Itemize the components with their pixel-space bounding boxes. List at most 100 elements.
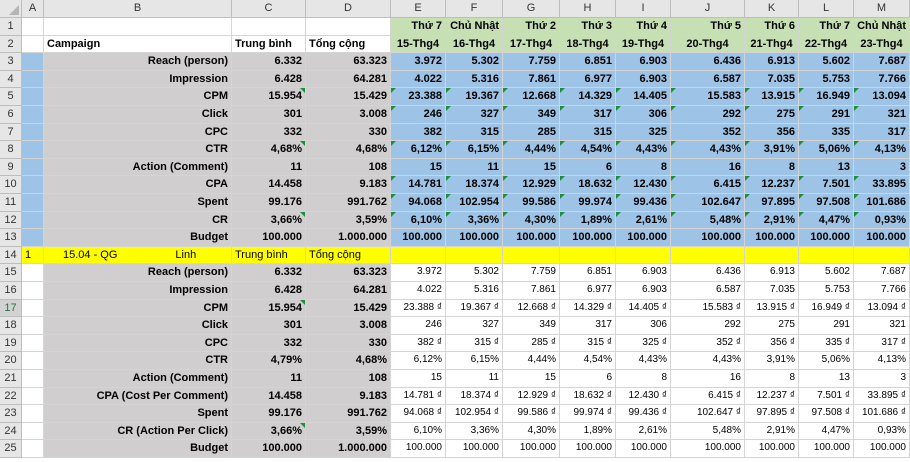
day-value[interactable]: 3 bbox=[854, 158, 910, 177]
day-value[interactable]: 4,43% bbox=[671, 352, 745, 370]
total-value[interactable]: 63.323 bbox=[306, 53, 391, 71]
metric-label[interactable]: Budget bbox=[44, 440, 232, 458]
cell-a20[interactable] bbox=[22, 352, 44, 370]
day-value[interactable]: 0,93% bbox=[854, 422, 910, 441]
day-value[interactable]: 6,15% bbox=[446, 141, 503, 159]
day-value[interactable]: 6.851 bbox=[560, 53, 616, 71]
cell-a13[interactable] bbox=[22, 229, 44, 247]
day-value[interactable]: 3 bbox=[854, 370, 910, 388]
row-header-14[interactable]: 14 bbox=[0, 246, 22, 265]
day-value[interactable]: 16 bbox=[671, 158, 745, 177]
day-value[interactable]: 4,43% bbox=[616, 352, 671, 370]
metric-label[interactable]: CR (Action Per Click) bbox=[44, 422, 232, 441]
day-value[interactable]: 382 ₫ bbox=[391, 334, 446, 353]
row-header-17[interactable]: 17 bbox=[0, 299, 22, 318]
cell-a19[interactable] bbox=[22, 334, 44, 353]
day-value[interactable]: 5.602 bbox=[799, 264, 854, 282]
column-header-g[interactable]: G bbox=[503, 0, 560, 18]
total-value[interactable]: 4,68% bbox=[306, 141, 391, 159]
day-value[interactable]: 3.972 bbox=[391, 53, 446, 71]
day-value[interactable]: 12.668 bbox=[503, 88, 560, 106]
day-value[interactable]: 99.586 bbox=[503, 194, 560, 212]
day-value[interactable]: 102.954 bbox=[446, 194, 503, 212]
cell-a16[interactable] bbox=[22, 282, 44, 300]
avg-value[interactable]: 100.000 bbox=[232, 440, 306, 458]
day-value[interactable]: 13 bbox=[799, 158, 854, 177]
day-value[interactable]: 100.000 bbox=[560, 440, 616, 458]
metric-label[interactable]: Action (Comment) bbox=[44, 158, 232, 177]
day-value[interactable]: 6.851 bbox=[560, 264, 616, 282]
day-value[interactable]: 12.929 bbox=[503, 176, 560, 194]
day-value[interactable]: 13.094 bbox=[854, 88, 910, 106]
cell-a14[interactable]: 1 bbox=[22, 246, 44, 265]
day-value[interactable]: 100.000 bbox=[671, 229, 745, 247]
day-value[interactable]: 6 bbox=[560, 158, 616, 177]
day-value[interactable]: 16 bbox=[671, 370, 745, 388]
cell-a17[interactable] bbox=[22, 299, 44, 318]
total-value[interactable]: 64.281 bbox=[306, 282, 391, 300]
day-value[interactable]: 102.647 ₫ bbox=[671, 405, 745, 423]
cell-a25[interactable] bbox=[22, 440, 44, 458]
cell-a18[interactable] bbox=[22, 317, 44, 335]
metric-label[interactable]: CPA (Cost Per Comment) bbox=[44, 387, 232, 406]
yellow-cell[interactable] bbox=[503, 246, 560, 265]
day-value[interactable]: 291 bbox=[799, 317, 854, 335]
day-value[interactable]: 306 bbox=[616, 106, 671, 124]
day-value[interactable]: 306 bbox=[616, 317, 671, 335]
day-value[interactable]: 99.586 ₫ bbox=[503, 405, 560, 423]
day-value[interactable]: 100.000 bbox=[671, 440, 745, 458]
day-value[interactable]: 5.302 bbox=[446, 53, 503, 71]
day-value[interactable]: 7.759 bbox=[503, 53, 560, 71]
day-value[interactable]: 6,10% bbox=[391, 422, 446, 441]
metric-label[interactable]: Impression bbox=[44, 282, 232, 300]
date-header[interactable]: 17-Thg4 bbox=[503, 35, 560, 54]
metric-label[interactable]: CPM bbox=[44, 299, 232, 318]
day-value[interactable]: 285 bbox=[503, 123, 560, 142]
row-header-21[interactable]: 21 bbox=[0, 370, 22, 388]
column-header-l[interactable]: L bbox=[799, 0, 854, 18]
cell-a8[interactable] bbox=[22, 141, 44, 159]
day-value[interactable]: 285 ₫ bbox=[503, 334, 560, 353]
day-value[interactable]: 7.035 bbox=[745, 70, 799, 89]
day-value[interactable]: 6.436 bbox=[671, 53, 745, 71]
column-header-e[interactable]: E bbox=[391, 0, 446, 18]
weekday-header[interactable]: Thứ 7 bbox=[799, 18, 854, 36]
day-value[interactable]: 321 bbox=[854, 317, 910, 335]
row-header-1[interactable]: 1 bbox=[0, 18, 22, 36]
row-header-11[interactable]: 11 bbox=[0, 194, 22, 212]
day-value[interactable]: 14.329 ₫ bbox=[560, 299, 616, 318]
day-value[interactable]: 100.000 bbox=[799, 440, 854, 458]
cell-a7[interactable] bbox=[22, 123, 44, 142]
day-value[interactable]: 356 ₫ bbox=[745, 334, 799, 353]
avg-value[interactable]: 3,66% bbox=[232, 211, 306, 230]
cell-a4[interactable] bbox=[22, 70, 44, 89]
column-header-a[interactable]: A bbox=[22, 0, 44, 18]
avg-header-2[interactable]: Trung bình bbox=[232, 246, 306, 265]
select-all-corner[interactable] bbox=[0, 0, 22, 18]
avg-value[interactable]: 99.176 bbox=[232, 194, 306, 212]
day-value[interactable]: 97.895 ₫ bbox=[745, 405, 799, 423]
day-value[interactable]: 11 bbox=[446, 370, 503, 388]
metric-label[interactable]: Impression bbox=[44, 70, 232, 89]
day-value[interactable]: 13.915 bbox=[745, 88, 799, 106]
day-value[interactable]: 6.415 ₫ bbox=[671, 387, 745, 406]
day-value[interactable]: 349 bbox=[503, 106, 560, 124]
total-value[interactable]: 108 bbox=[306, 158, 391, 177]
date-header[interactable]: 15-Thg4 bbox=[391, 35, 446, 54]
avg-header[interactable]: Trung bình bbox=[232, 35, 306, 54]
date-header[interactable]: 23-Thg4 bbox=[854, 35, 910, 54]
day-value[interactable]: 6.436 bbox=[671, 264, 745, 282]
day-value[interactable]: 6.587 bbox=[671, 70, 745, 89]
metric-label[interactable]: Spent bbox=[44, 405, 232, 423]
day-value[interactable]: 5.302 bbox=[446, 264, 503, 282]
cell-a11[interactable] bbox=[22, 194, 44, 212]
day-value[interactable]: 6 bbox=[560, 370, 616, 388]
day-value[interactable]: 291 bbox=[799, 106, 854, 124]
cell-a23[interactable] bbox=[22, 405, 44, 423]
metric-label[interactable]: Budget bbox=[44, 229, 232, 247]
avg-value[interactable]: 99.176 bbox=[232, 405, 306, 423]
day-value[interactable]: 18.632 ₫ bbox=[560, 387, 616, 406]
total-value[interactable]: 991.762 bbox=[306, 405, 391, 423]
weekday-header[interactable]: Chủ Nhật bbox=[854, 18, 910, 36]
day-value[interactable]: 7.687 bbox=[854, 53, 910, 71]
